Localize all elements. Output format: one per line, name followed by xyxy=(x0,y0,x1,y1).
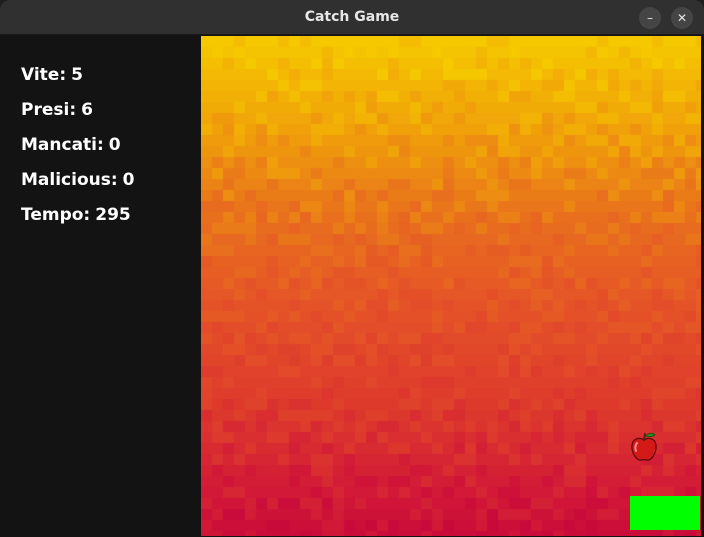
player-paddle[interactable] xyxy=(630,496,700,530)
stat-mancati: Mancati: 0 xyxy=(21,135,121,155)
stat-label: Vite: xyxy=(21,65,67,85)
stat-value: 295 xyxy=(95,205,131,225)
stat-label: Malicious: xyxy=(21,170,118,190)
close-button[interactable]: ✕ xyxy=(671,7,693,29)
title-bar[interactable]: Catch Game – ✕ xyxy=(0,0,704,35)
stat-presi: Presi: 6 xyxy=(21,100,93,120)
close-icon: ✕ xyxy=(676,11,688,25)
game-playfield[interactable] xyxy=(201,36,701,536)
stat-value: 0 xyxy=(122,170,135,190)
stat-tempo: Tempo: 295 xyxy=(21,205,131,225)
minimize-button[interactable]: – xyxy=(639,7,661,29)
stat-label: Presi: xyxy=(21,100,77,120)
stat-label: Mancati: xyxy=(21,135,104,155)
stat-vite: Vite: 5 xyxy=(21,65,83,85)
stat-value: 0 xyxy=(108,135,121,155)
apple-icon xyxy=(631,432,657,461)
window-title: Catch Game xyxy=(304,9,400,25)
stat-value: 6 xyxy=(81,100,93,120)
stat-value: 5 xyxy=(71,65,83,85)
minimize-icon: – xyxy=(647,11,653,25)
stat-malicious: Malicious: 0 xyxy=(21,170,135,190)
sunset-pixel-background xyxy=(201,36,701,536)
stat-label: Tempo: xyxy=(21,205,91,225)
stats-panel: Vite: 5 Presi: 6 Mancati: 0 Malicious: 0 Tem… xyxy=(0,36,201,537)
